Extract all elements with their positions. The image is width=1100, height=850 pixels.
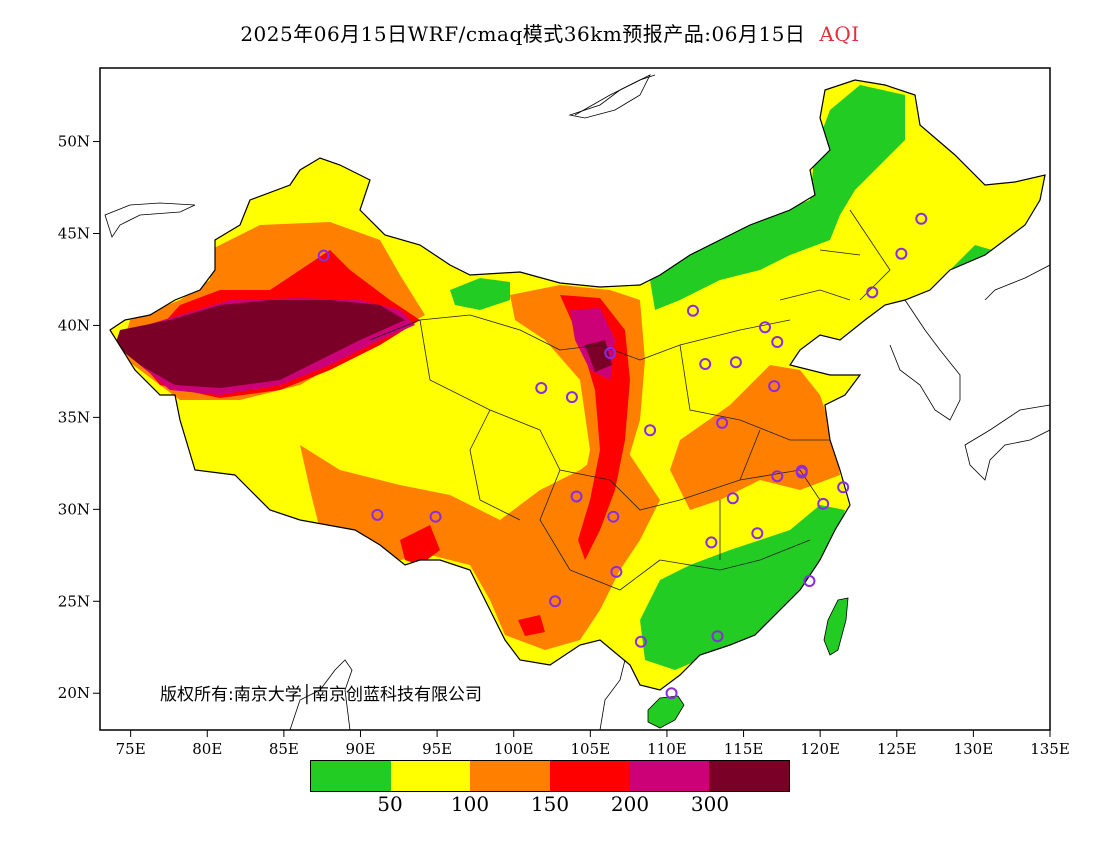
latitude-axis: 50N 45N 40N 35N 30N 25N 20N	[58, 133, 100, 702]
station-marker	[803, 575, 816, 588]
station-marker	[817, 497, 830, 510]
lon-label: 110E	[647, 740, 687, 758]
korea-japan-coast	[889, 264, 1050, 481]
colorbar-segment-moderate	[390, 761, 471, 791]
bay-of-bengal-coast	[289, 659, 353, 730]
colorbar-label: 100	[450, 792, 490, 816]
station-marker	[565, 391, 578, 404]
station-marker	[686, 304, 699, 317]
caspian-sea-coast	[104, 202, 196, 238]
station-marker	[716, 416, 729, 429]
station-marker	[607, 510, 620, 523]
lon-label: 120E	[800, 740, 840, 758]
lon-label: 90E	[345, 740, 375, 758]
aqi-zone-hazardous-ridge	[585, 340, 612, 372]
station-marker	[895, 247, 908, 260]
lon-label: 105E	[571, 740, 611, 758]
map-title: 2025年06月15日WRF/cmaq模式36km预报产品:06月15日 AQI	[0, 18, 1100, 47]
station-marker	[866, 286, 879, 299]
aqi-zone-unhealthy-tibet	[400, 525, 440, 565]
aqi-colorbar	[310, 760, 790, 792]
lat-label: 45N	[58, 225, 90, 243]
province-borders	[369, 209, 891, 591]
aqi-zone-hazardous-tarim	[115, 300, 405, 388]
china-outline	[109, 79, 1046, 691]
station-marker	[726, 492, 739, 505]
lat-label: 20N	[58, 684, 90, 702]
station-marker	[705, 536, 718, 549]
station-marker	[665, 687, 678, 700]
colorbar-label: 150	[530, 792, 570, 816]
station-marker	[317, 249, 330, 262]
colorbar-segment-sensitive	[470, 761, 551, 791]
station-marker	[759, 321, 771, 334]
station-marker	[634, 635, 647, 648]
colorbar-segment-very-unhealthy	[629, 761, 710, 791]
lat-label: 35N	[58, 408, 90, 426]
station-marker	[915, 212, 928, 225]
station-marker	[604, 347, 617, 360]
lon-label: 100E	[494, 740, 534, 758]
lake-baikal	[568, 74, 651, 119]
colorbar-label: 50	[377, 792, 403, 816]
indochina-coast	[599, 659, 626, 730]
colorbar-segment-good	[311, 761, 391, 791]
aqi-zone-good-northeast	[650, 85, 905, 310]
lat-label: 50N	[58, 133, 90, 151]
colorbar-label: 300	[690, 792, 730, 816]
longitude-axis: 75E 80E 85E 90E 95E 100E 105E 110E 115E 120E 125E 1…	[116, 730, 1070, 758]
hainan-island	[647, 695, 685, 729]
aqi-zone-good-north	[450, 278, 510, 310]
lon-label: 80E	[192, 740, 222, 758]
station-marker	[751, 527, 764, 540]
station-marker	[729, 356, 742, 369]
station-marker	[644, 424, 657, 437]
taiwan-island	[823, 597, 849, 656]
lon-label: 75E	[116, 740, 146, 758]
station-marker	[610, 565, 623, 578]
lon-label: 125E	[877, 740, 917, 758]
monitoring-stations	[317, 212, 928, 700]
station-marker	[771, 335, 784, 348]
colorbar-label: 200	[610, 792, 650, 816]
copyright-credit: 版权所有:南京大学│南京创蓝科技有限公司	[160, 685, 482, 705]
lon-label: 115E	[724, 740, 764, 758]
lat-label: 25N	[58, 592, 90, 610]
station-marker	[570, 490, 583, 503]
station-marker	[371, 508, 384, 521]
lon-label: 130E	[954, 740, 994, 758]
station-marker	[429, 510, 442, 523]
aqi-zone-unhealthy-yunnan	[518, 615, 545, 636]
station-marker	[699, 358, 712, 371]
aqi-zone-unhealthy-ridge	[560, 295, 630, 560]
station-marker	[549, 595, 562, 608]
lon-label: 135E	[1030, 740, 1070, 758]
colorbar-segment-hazardous	[709, 761, 790, 791]
station-marker	[771, 470, 784, 483]
lon-label: 95E	[422, 740, 452, 758]
title-main: 2025年06月15日WRF/cmaq模式36km预报产品:06月15日	[240, 22, 806, 46]
aqi-zone-sensitive-south	[300, 440, 660, 650]
lat-label: 40N	[58, 316, 90, 334]
title-variable: AQI	[819, 22, 860, 46]
station-marker	[711, 630, 724, 643]
station-marker	[535, 381, 548, 394]
lon-label: 85E	[269, 740, 299, 758]
colorbar-segment-unhealthy	[550, 761, 630, 791]
lat-label: 30N	[58, 500, 90, 518]
station-marker	[837, 481, 850, 494]
colorbar-labels: 50 100 150 200 300	[310, 792, 790, 822]
station-marker	[768, 380, 781, 393]
station-marker	[795, 466, 808, 479]
